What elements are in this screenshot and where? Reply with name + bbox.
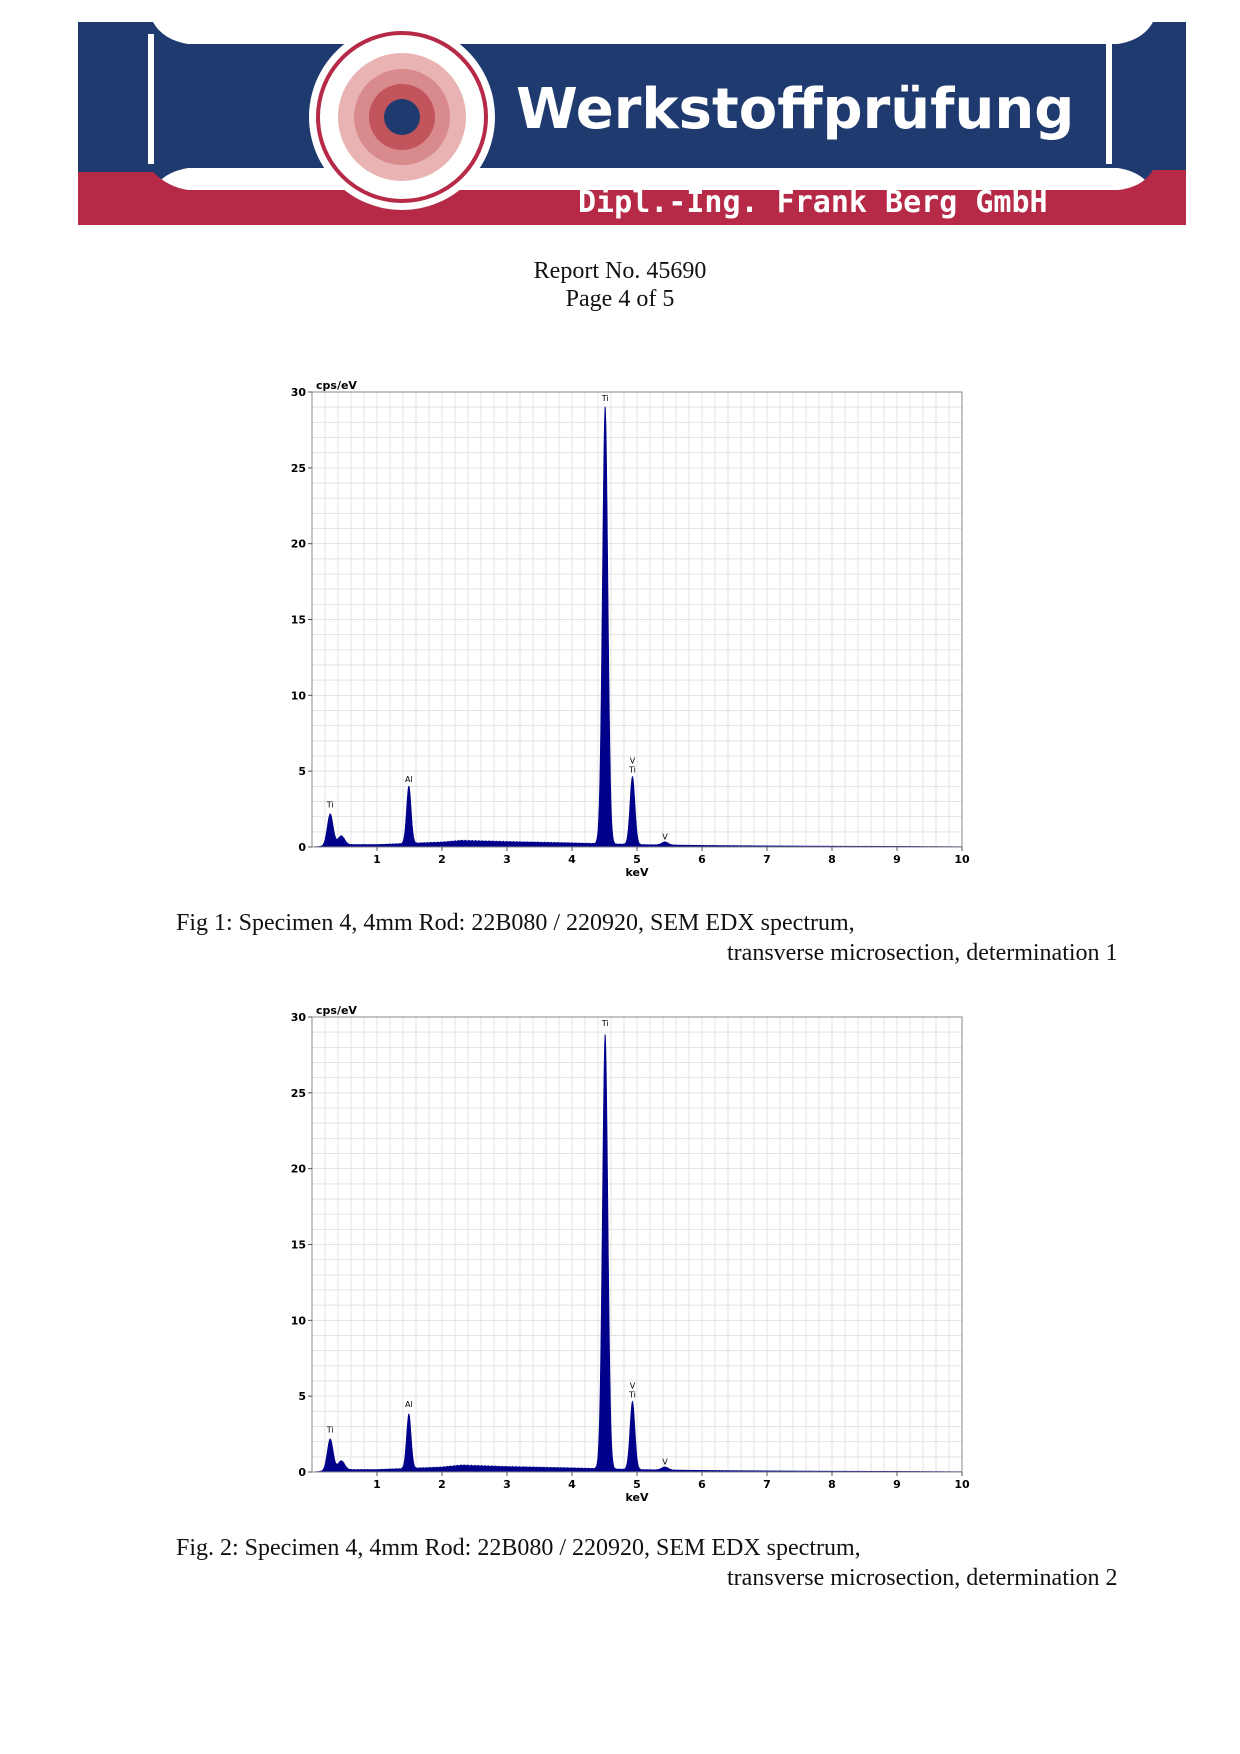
x-tick-label: 4 [568,1478,576,1491]
figure-2-caption-line1: Fig. 2: Specimen 4, 4mm Rod: 22B080 / 22… [176,1535,861,1561]
figure-1-caption-line1: Fig 1: Specimen 4, 4mm Rod: 22B080 / 220… [176,910,855,936]
x-tick-label: 2 [438,1478,446,1491]
spectrum-series [311,406,963,848]
x-tick-label: 10 [954,1478,970,1491]
report-number: Report No. 45690 [533,258,707,284]
spectrum-series [311,1033,963,1473]
x-tick-label: 7 [763,1478,771,1491]
y-tick-label: 25 [291,462,306,475]
x-tick-label: 5 [633,853,641,866]
x-tick-label: 1 [373,853,381,866]
peak-label: Ti [628,766,636,775]
y-tick-label: 25 [291,1087,306,1100]
x-tick-label: 8 [828,1478,836,1491]
y-tick-label: 5 [298,765,306,778]
x-tick-label: 6 [698,1478,706,1491]
peak-label: V [662,832,668,841]
peak-label: V [662,1457,668,1466]
x-tick-label: 3 [503,1478,511,1491]
y-tick-label: 15 [291,614,306,627]
banner-crimson-band [78,170,1186,225]
banner-left-bar [148,34,154,164]
y-tick-label: 30 [291,386,307,399]
y-tick-label: 30 [291,1011,307,1024]
figure-2-caption-line2: transverse microsection, determination 2 [727,1565,1118,1591]
y-axis-label: cps/eV [316,379,357,392]
peak-label: Ti [326,801,334,810]
peak-label: Ti [601,1019,609,1028]
peak-label: Al [405,775,413,784]
brand-subtitle: Dipl.-Ing. Frank Berg GmbH [578,185,1048,220]
x-tick-label: 5 [633,1478,641,1491]
y-tick-label: 0 [298,841,306,854]
x-tick-label: 9 [893,853,901,866]
company-logo-banner: Werkstoffprüfung Dipl.-Ing. Frank Berg G… [78,22,1186,225]
grid-lines [311,1016,963,1473]
y-tick-label: 20 [291,1163,307,1176]
banner-right-bar [1106,34,1112,164]
y-tick-label: 10 [291,689,307,702]
y-tick-label: 10 [291,1314,307,1327]
x-tick-label: 7 [763,853,771,866]
x-tick-label: 9 [893,1478,901,1491]
y-axis-label: cps/eV [316,1004,357,1017]
x-tick-label: 4 [568,853,576,866]
figure-1-caption-line2: transverse microsection, determination 1 [727,940,1118,966]
target-emblem-icon [309,24,495,210]
x-tick-label: 3 [503,853,511,866]
x-tick-label: 6 [698,853,706,866]
x-axis-label: keV [626,866,649,879]
brand-title: Werkstoffprüfung [516,77,1074,142]
y-tick-label: 5 [298,1390,306,1403]
peak-label: Ti [628,1391,636,1400]
y-tick-label: 15 [291,1239,306,1252]
x-axis-label: keV [626,1491,649,1504]
x-tick-label: 2 [438,853,446,866]
page-indicator: Page 4 of 5 [565,286,675,312]
x-tick-label: 1 [373,1478,381,1491]
x-tick-label: 8 [828,853,836,866]
x-tick-label: 10 [954,853,970,866]
peak-label: V [630,1382,636,1391]
peak-label: Al [405,1400,413,1409]
peak-label: V [630,757,636,766]
peak-label: Ti [326,1426,334,1435]
y-tick-label: 0 [298,1466,306,1479]
peak-label: Ti [601,394,609,403]
y-tick-label: 20 [291,538,307,551]
